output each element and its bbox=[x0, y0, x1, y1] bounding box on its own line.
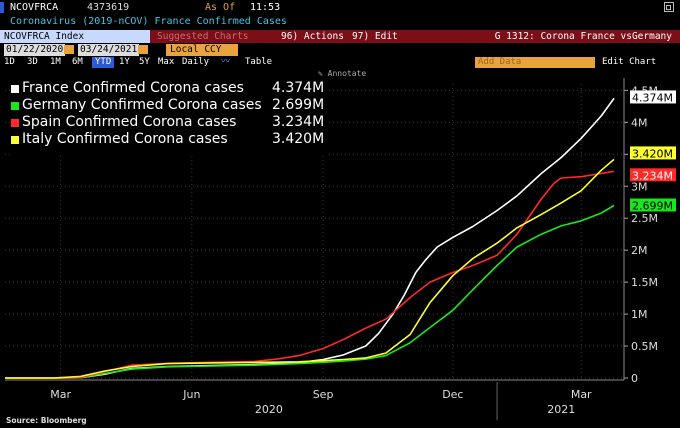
source-label: Source: Bloomberg bbox=[6, 416, 87, 425]
start-date-input[interactable]: 01/22/2020 bbox=[4, 44, 66, 56]
legend-series-name: Italy Confirmed Corona cases bbox=[22, 131, 228, 147]
y-tick-label: 1.5M bbox=[631, 276, 658, 289]
window-inner-icon bbox=[666, 5, 671, 10]
y-tick-label: 2M bbox=[631, 244, 648, 257]
last-value-text: 3.420M bbox=[632, 147, 673, 160]
actions-menu[interactable]: 96) Actions bbox=[281, 31, 344, 42]
legend-swatch bbox=[11, 119, 19, 127]
y-tick-label: 2.5M bbox=[631, 212, 658, 225]
period-max[interactable]: Max bbox=[158, 57, 175, 67]
annotate-button[interactable]: ✎ Annotate bbox=[318, 69, 367, 78]
last-value: 4373619 bbox=[87, 2, 130, 13]
y-tick-label: 3M bbox=[631, 180, 648, 193]
last-value-text: 2.699M bbox=[632, 199, 673, 212]
security-subtitle: Coronavirus (2019-nCOV) France Confirmed… bbox=[10, 16, 287, 27]
legend-swatch bbox=[11, 136, 19, 144]
currency-select[interactable]: Local CCY bbox=[166, 44, 238, 56]
end-date-input[interactable]: 03/24/2021 bbox=[78, 44, 140, 56]
last-value-text: 4.374M bbox=[632, 91, 673, 104]
title-accent bbox=[0, 2, 4, 13]
legend-series-name: Germany Confirmed Corona cases bbox=[22, 97, 262, 113]
period-1y[interactable]: 1Y bbox=[119, 57, 130, 67]
legend: France Confirmed Corona cases 4.374M Germa… bbox=[10, 80, 328, 155]
legend-last-value: 2.699M bbox=[272, 97, 325, 113]
last-value-tag-france: 4.374M bbox=[630, 90, 676, 104]
date-range-bar: 01/22/2020 03/24/2021 Local CCY bbox=[0, 44, 680, 56]
ticker-label: NCOVFRCA bbox=[10, 2, 59, 13]
period-5y[interactable]: 5Y bbox=[139, 57, 150, 67]
period-bar: 1D 3D 1M 6M YTD 1Y 5Y Max Daily 〰 Table … bbox=[0, 57, 680, 68]
legend-series-name: Spain Confirmed Corona cases bbox=[22, 114, 237, 130]
legend-last-value: 4.374M bbox=[272, 80, 325, 96]
period-3d[interactable]: 3D bbox=[27, 57, 38, 67]
x-tick-label: Sep bbox=[313, 388, 334, 401]
last-value-text: 3.234M bbox=[632, 169, 673, 182]
legend-swatch bbox=[11, 85, 19, 93]
legend-series-name: France Confirmed Corona cases bbox=[22, 80, 244, 96]
x-tick-label: Dec bbox=[442, 388, 463, 401]
period-1m[interactable]: 1M bbox=[50, 57, 61, 67]
y-tick-label: 4M bbox=[631, 116, 648, 129]
last-value-tag-italy: 3.420M bbox=[630, 146, 676, 160]
x-year-label: 2021 bbox=[547, 403, 575, 416]
period-1d[interactable]: 1D bbox=[4, 57, 15, 67]
period-6m[interactable]: 6M bbox=[72, 57, 83, 67]
y-tick-label: 1M bbox=[631, 308, 648, 321]
x-tick-label: Jun bbox=[182, 388, 200, 401]
as-of-time: 11:53 bbox=[250, 2, 281, 13]
calendar-icon[interactable] bbox=[138, 45, 148, 54]
command-bar: NCOVFRCA Index Suggested Charts 96) Acti… bbox=[0, 30, 680, 43]
series-line-germany bbox=[5, 204, 615, 379]
index-field[interactable]: NCOVFRCA Index bbox=[0, 30, 150, 43]
line-chart-icon[interactable]: 〰 bbox=[221, 57, 231, 67]
edit-menu[interactable]: 97) Edit bbox=[352, 31, 398, 42]
series-line-italy bbox=[5, 158, 615, 379]
chart-title-field[interactable]: G 1312: Corona France vsGermany bbox=[494, 31, 672, 42]
frequency-select[interactable]: Daily bbox=[182, 57, 210, 67]
title-bar: NCOVFRCA 4373619 As Of 11:53 bbox=[0, 0, 680, 15]
x-year-label: 2020 bbox=[255, 403, 283, 416]
y-tick-label: 0.5M bbox=[631, 340, 658, 353]
add-data-input[interactable]: Add Data bbox=[475, 57, 595, 68]
series-line-spain bbox=[5, 170, 615, 379]
suggested-charts-button[interactable]: Suggested Charts bbox=[157, 31, 249, 42]
x-tick-label: Mar bbox=[571, 388, 592, 401]
table-button[interactable]: Table bbox=[245, 57, 273, 67]
legend-last-value: 3.420M bbox=[272, 131, 325, 147]
calendar-icon[interactable] bbox=[64, 45, 74, 54]
last-value-tag-spain: 3.234M bbox=[630, 168, 676, 182]
as-of-label: As Of bbox=[205, 2, 236, 13]
period-ytd[interactable]: YTD bbox=[92, 57, 115, 68]
legend-swatch bbox=[11, 102, 19, 110]
annotate-label: Annotate bbox=[327, 69, 367, 78]
legend-last-value: 3.234M bbox=[272, 114, 325, 130]
x-tick-label: Mar bbox=[50, 388, 71, 401]
y-tick-label: 0 bbox=[631, 372, 638, 385]
window-restore-icon[interactable] bbox=[664, 2, 674, 12]
edit-chart-button[interactable]: Edit Chart bbox=[602, 57, 657, 67]
last-value-tag-germany: 2.699M bbox=[630, 198, 676, 212]
